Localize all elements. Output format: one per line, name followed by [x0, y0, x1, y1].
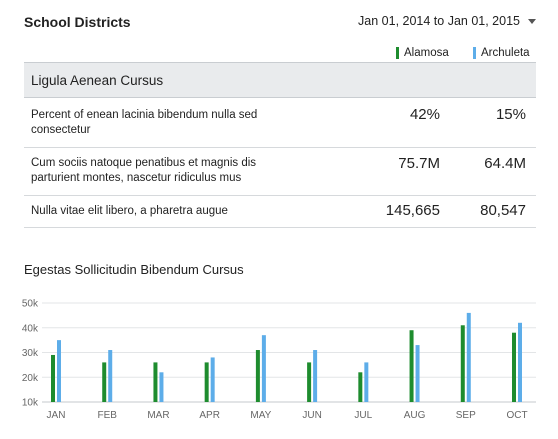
row-value-archuleta: 15%: [495, 106, 526, 123]
y-tick-label: 20k: [22, 373, 39, 384]
x-tick-label: MAR: [147, 410, 169, 421]
x-tick-label: JUL: [354, 410, 372, 421]
legend-label-alamosa: Alamosa: [404, 47, 449, 59]
header: School Districts Jan 01, 2014 to Jan 01,…: [24, 14, 536, 34]
y-tick-label: 30k: [22, 348, 39, 359]
bar-archuleta-apr[interactable]: [210, 357, 215, 402]
bar-alamosa-sep[interactable]: [460, 325, 465, 402]
chevron-down-icon: [528, 18, 536, 24]
table-row: Nulla vitae elit libero, a pharetra augu…: [24, 196, 536, 228]
legend-swatch-alamosa: [396, 47, 399, 59]
bar-alamosa-apr[interactable]: [204, 362, 209, 402]
y-tick-label: 40k: [22, 323, 39, 334]
table-row: Percent of enean lacinia bibendum nulla …: [24, 98, 536, 148]
x-tick-label: AUG: [404, 410, 426, 421]
legend-item-alamosa: Alamosa: [396, 45, 449, 61]
row-value-archuleta: 64.4M: [484, 155, 526, 172]
row-label: Cum sociis natoque penatibus et magnis d…: [31, 157, 257, 184]
bar-archuleta-feb[interactable]: [108, 350, 113, 402]
legend-item-archuleta: Archuleta: [473, 45, 530, 61]
y-tick-label: 50k: [22, 299, 39, 310]
y-tick-label: 10k: [22, 398, 39, 409]
bar-archuleta-jan[interactable]: [57, 340, 61, 402]
bar-archuleta-jun[interactable]: [313, 350, 318, 402]
bar-archuleta-may[interactable]: [261, 335, 266, 402]
x-tick-label: SEP: [456, 410, 476, 421]
row-value-archuleta: 80,547: [480, 202, 526, 219]
legend-label-archuleta: Archuleta: [481, 47, 530, 59]
bar-alamosa-oct[interactable]: [512, 332, 516, 402]
bar-alamosa-jun[interactable]: [307, 362, 312, 402]
x-tick-label: JAN: [47, 410, 66, 421]
table-row: Cum sociis natoque penatibus et magnis d…: [24, 148, 536, 196]
bar-archuleta-sep[interactable]: [466, 312, 471, 402]
table-heading: Ligula Aenean Cursus: [24, 62, 536, 98]
row-value-alamosa: 42%: [409, 106, 440, 123]
date-range-picker[interactable]: Jan 01, 2014 to Jan 01, 2015: [358, 14, 536, 28]
bar-alamosa-feb[interactable]: [102, 362, 107, 402]
legend-swatch-archuleta: [473, 47, 476, 59]
bar-alamosa-mar[interactable]: [153, 362, 158, 402]
page-title: School Districts: [24, 14, 131, 30]
date-range-label: Jan 01, 2014 to Jan 01, 2015: [358, 14, 520, 28]
chart-title: Egestas Sollicitudin Bibendum Cursus: [24, 262, 244, 277]
row-value-alamosa: 75.7M: [398, 155, 440, 172]
row-value-alamosa: 145,665: [385, 202, 440, 219]
x-tick-label: JUN: [302, 410, 321, 421]
bar-alamosa-may[interactable]: [255, 350, 260, 402]
row-label: Percent of enean lacinia bibendum nulla …: [31, 109, 258, 136]
comparison-table: Ligula Aenean Cursus Percent of enean la…: [24, 62, 536, 228]
x-tick-label: APR: [199, 410, 220, 421]
x-tick-label: OCT: [506, 410, 527, 421]
bar-chart: 10k 20k 30k 40k 50k JAN FEB MAR APR MAY JUN JUL AUG S…: [22, 299, 536, 421]
row-label: Nulla vitae elit libero, a pharetra augu…: [31, 205, 228, 217]
x-tick-label: MAY: [250, 410, 271, 421]
bar-archuleta-jul[interactable]: [364, 362, 369, 402]
bar-alamosa-aug[interactable]: [409, 330, 414, 402]
bar-alamosa-jul[interactable]: [358, 372, 363, 402]
bar-archuleta-oct[interactable]: [518, 322, 522, 402]
x-tick-label: FEB: [97, 410, 117, 421]
bar-alamosa-jan[interactable]: [51, 354, 55, 402]
bar-archuleta-aug[interactable]: [415, 345, 420, 402]
bar-archuleta-mar[interactable]: [159, 372, 164, 402]
